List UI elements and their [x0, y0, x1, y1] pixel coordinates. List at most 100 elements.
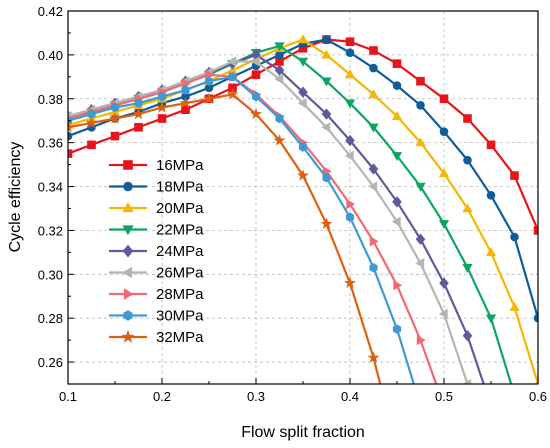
data-point: [110, 131, 120, 141]
data-point: [297, 34, 309, 44]
data-point: [321, 108, 332, 120]
data-point: [273, 134, 286, 146]
data-point: [392, 59, 402, 68]
legend-label: 24MPa: [156, 243, 204, 260]
legend-label: 26MPa: [156, 265, 204, 282]
data-point: [228, 72, 237, 82]
y-tick-label: 0.38: [38, 92, 63, 107]
data-point: [109, 112, 121, 124]
y-tick-label: 0.34: [38, 180, 63, 195]
data-point: [344, 99, 356, 109]
data-point: [486, 191, 496, 200]
data-point: [369, 63, 378, 73]
data-point: [392, 196, 402, 208]
legend-label: 16MPa: [156, 157, 204, 174]
data-point: [415, 233, 426, 245]
data-point: [533, 226, 538, 235]
data-point: [275, 50, 284, 60]
data-point: [297, 169, 309, 181]
data-point: [68, 131, 73, 141]
data-point: [321, 77, 332, 87]
legend-marker: [122, 244, 134, 258]
legend-item: 22MPa: [109, 222, 204, 239]
data-point: [226, 88, 239, 100]
data-point: [321, 122, 331, 133]
data-point: [417, 402, 425, 411]
data-point: [68, 149, 73, 158]
data-point: [298, 142, 308, 152]
y-tick-label: 0.42: [38, 4, 63, 19]
legend-item: 26MPa: [109, 265, 204, 282]
data-point: [438, 220, 450, 230]
data-point: [227, 56, 237, 67]
x-tick-label: 0.6: [529, 389, 547, 404]
data-point: [485, 247, 497, 257]
legend-marker: [122, 266, 133, 279]
series-26MPa: [68, 56, 472, 384]
data-point: [416, 76, 425, 86]
data-point: [415, 137, 426, 147]
data-point: [393, 280, 403, 291]
data-point: [322, 35, 331, 44]
x-axis-title: Flow split fraction: [241, 424, 365, 441]
y-tick-label: 0.26: [38, 355, 63, 370]
ticks: 0.1 0.2 0.3 0.4 0.5 0.6 0.26 0.28 0.30 0.32 0.34 0.…: [38, 4, 547, 404]
data-point: [462, 203, 473, 213]
legend-marker: [123, 181, 133, 192]
data-point: [85, 116, 98, 129]
legend: 16MPa 18MPa 20MPa 22MPa 24MPa 26MPa 28MPa 30MPa…: [109, 157, 204, 346]
data-point: [157, 114, 167, 123]
data-point: [463, 155, 472, 165]
data-point: [134, 122, 143, 132]
x-tick-label: 0.5: [435, 389, 453, 404]
data-point: [392, 444, 402, 448]
data-point: [251, 70, 261, 79]
y-tick-label: 0.30: [38, 267, 63, 282]
data-point: [87, 140, 96, 150]
data-point: [274, 73, 284, 85]
data-point: [345, 48, 355, 57]
data-point: [510, 232, 519, 242]
y-axis-title: Cycle efficiency: [7, 142, 24, 253]
data-point: [369, 262, 378, 273]
data-point: [368, 181, 378, 192]
data-point: [392, 324, 402, 334]
data-point: [297, 98, 307, 109]
legend-item: 30MPa: [109, 308, 204, 325]
legend-marker: [122, 225, 134, 236]
data-point: [415, 258, 425, 269]
legend-item: 16MPa: [109, 157, 204, 174]
data-point: [110, 102, 120, 113]
data-point: [369, 236, 379, 247]
data-point: [298, 86, 308, 98]
legend-item: 18MPa: [109, 179, 204, 196]
legend-label: 30MPa: [156, 308, 204, 325]
data-point: [179, 96, 192, 109]
data-point: [462, 330, 473, 342]
legend-item: 28MPa: [109, 286, 204, 303]
data-point: [345, 212, 355, 222]
data-point: [510, 392, 519, 400]
data-point: [392, 81, 402, 90]
data-point: [275, 113, 284, 124]
x-tick-label: 0.4: [341, 389, 359, 404]
data-point: [132, 107, 145, 120]
data-point: [415, 182, 426, 192]
data-point: [462, 378, 472, 384]
data-point: [203, 92, 215, 104]
data-point: [134, 98, 143, 108]
data-point: [391, 152, 403, 162]
series-32MPa: [68, 88, 402, 448]
legend-marker: [123, 288, 134, 300]
data-point: [274, 42, 285, 52]
legend-label: 18MPa: [156, 179, 204, 196]
data-point: [344, 69, 356, 79]
x-tick-label: 0.1: [59, 389, 77, 404]
data-point: [344, 150, 354, 161]
legend-marker: [121, 330, 135, 343]
plot-area: [68, 11, 538, 384]
x-tick-label: 0.3: [247, 389, 265, 404]
data-point: [344, 276, 356, 289]
data-point: [438, 168, 450, 178]
data-point: [462, 263, 473, 273]
